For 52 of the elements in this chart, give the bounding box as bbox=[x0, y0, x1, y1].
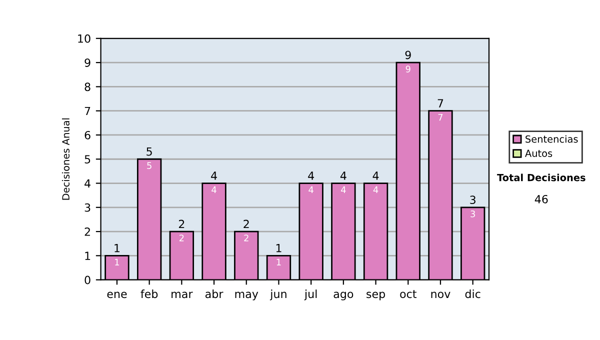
x-tick-label: sep bbox=[366, 292, 386, 300]
data-label: 4 bbox=[340, 186, 346, 194]
total-label: 2 bbox=[244, 220, 249, 228]
data-label: 3 bbox=[470, 210, 475, 218]
data-label: 7 bbox=[438, 114, 443, 121]
legend-label: Autos bbox=[525, 150, 552, 158]
data-label: 9 bbox=[406, 66, 410, 72]
total-label: 4 bbox=[211, 172, 217, 180]
data-label: 4 bbox=[308, 186, 314, 194]
data-label: 1 bbox=[115, 258, 120, 266]
total-label: 1 bbox=[114, 244, 120, 252]
total-label: 2 bbox=[178, 220, 184, 228]
y-tick-label: 3 bbox=[84, 203, 90, 212]
y-tick-label: 1 bbox=[85, 252, 90, 260]
text: Total Decisiones bbox=[497, 174, 586, 182]
x-tick-label: mar bbox=[172, 292, 193, 298]
y-tick-label: 2 bbox=[84, 228, 90, 236]
x-tick-label: jun bbox=[270, 290, 286, 300]
legend-label: Sentencias bbox=[526, 135, 578, 143]
total-label: 7 bbox=[438, 99, 444, 108]
x-tick-label: ene bbox=[107, 292, 127, 298]
total-label: 3 bbox=[470, 196, 476, 204]
x-tick-label: nov bbox=[431, 292, 450, 298]
data-label: 1 bbox=[276, 258, 281, 266]
x-tick-label: may bbox=[235, 292, 258, 300]
data-label: 2 bbox=[244, 234, 248, 242]
y-tick-label: 6 bbox=[84, 130, 90, 140]
y-tick-label: 0 bbox=[84, 276, 90, 284]
y-tick-label: 5 bbox=[84, 155, 90, 164]
x-tick-label: ago bbox=[334, 292, 354, 300]
y-axis-title: Decisiones Anual bbox=[62, 118, 70, 200]
x-tick-label: abr bbox=[205, 290, 224, 298]
total-label: 4 bbox=[372, 172, 379, 180]
y-tick-label: 8 bbox=[84, 82, 90, 92]
total-label: 9 bbox=[405, 50, 411, 60]
total-label: 4 bbox=[308, 172, 314, 180]
x-tick-label: oct bbox=[400, 290, 416, 298]
total-label: 1 bbox=[276, 244, 282, 252]
y-tick-label: 10 bbox=[78, 34, 90, 43]
data-label: 4 bbox=[373, 186, 378, 194]
text: 46 bbox=[534, 194, 548, 204]
data-label: 5 bbox=[147, 162, 152, 170]
y-tick-label: 9 bbox=[84, 58, 90, 67]
y-tick-label: 7 bbox=[84, 106, 90, 116]
total-label: 4 bbox=[340, 172, 346, 180]
y-tick-label: 4 bbox=[84, 179, 90, 188]
total-label: 5 bbox=[146, 148, 152, 156]
x-tick-label: dic bbox=[465, 290, 480, 298]
data-label: 4 bbox=[212, 186, 216, 194]
x-tick-label: feb bbox=[140, 290, 158, 298]
x-tick-label: jul bbox=[304, 290, 317, 300]
data-label: 2 bbox=[179, 234, 184, 242]
